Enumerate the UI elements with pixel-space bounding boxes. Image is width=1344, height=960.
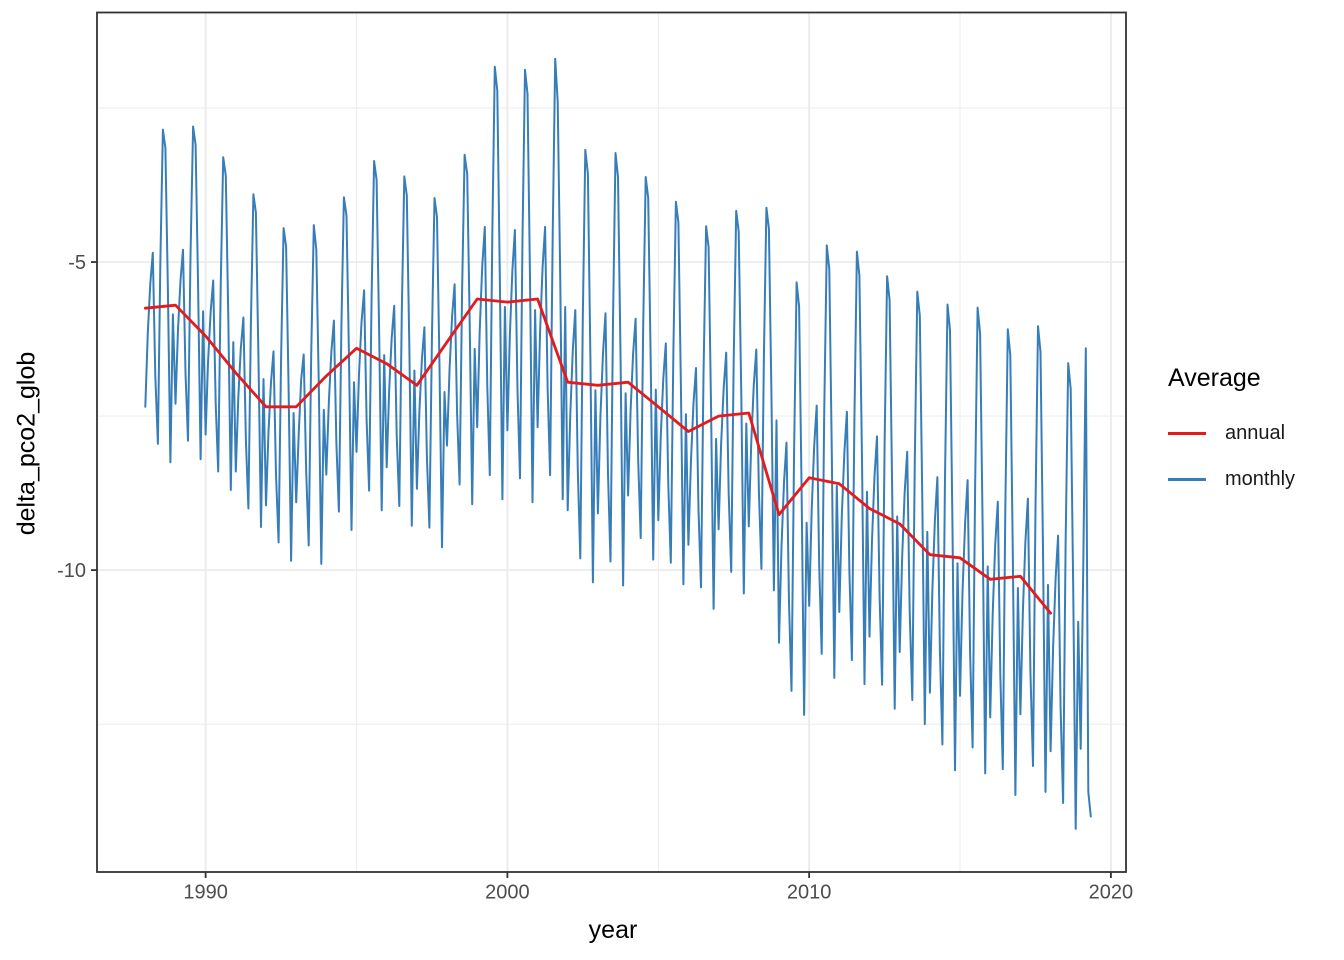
legend-label-annual: annual xyxy=(1225,421,1286,444)
annual-line xyxy=(143,297,1052,615)
y-tick-label: -5 xyxy=(68,252,86,274)
x-axis-title: year xyxy=(588,916,638,944)
axis-ticks: 1990 2000 2010 2020 -5 -10 xyxy=(57,252,1133,904)
monthly-line-swatch-icon xyxy=(1168,477,1206,481)
gridlines xyxy=(97,12,1126,872)
x-tick-label: 1990 xyxy=(183,882,228,904)
legend-item-monthly: monthly xyxy=(1168,465,1295,493)
legend-label-monthly: monthly xyxy=(1225,467,1296,490)
x-tick-label: 2000 xyxy=(485,882,530,904)
panel-border xyxy=(96,11,1127,873)
x-tick-label: 2010 xyxy=(787,882,832,904)
legend-title: Average xyxy=(1168,364,1261,392)
y-tick-label: -10 xyxy=(57,560,86,582)
annual-line-swatch-icon xyxy=(1168,431,1206,435)
x-tick-label: 2020 xyxy=(1089,882,1134,904)
legend-item-annual: annual xyxy=(1168,419,1295,447)
monthly-line xyxy=(144,57,1092,830)
y-axis-title: delta_pco2_glob xyxy=(12,351,41,536)
legend: Average annual monthly xyxy=(1168,364,1295,511)
